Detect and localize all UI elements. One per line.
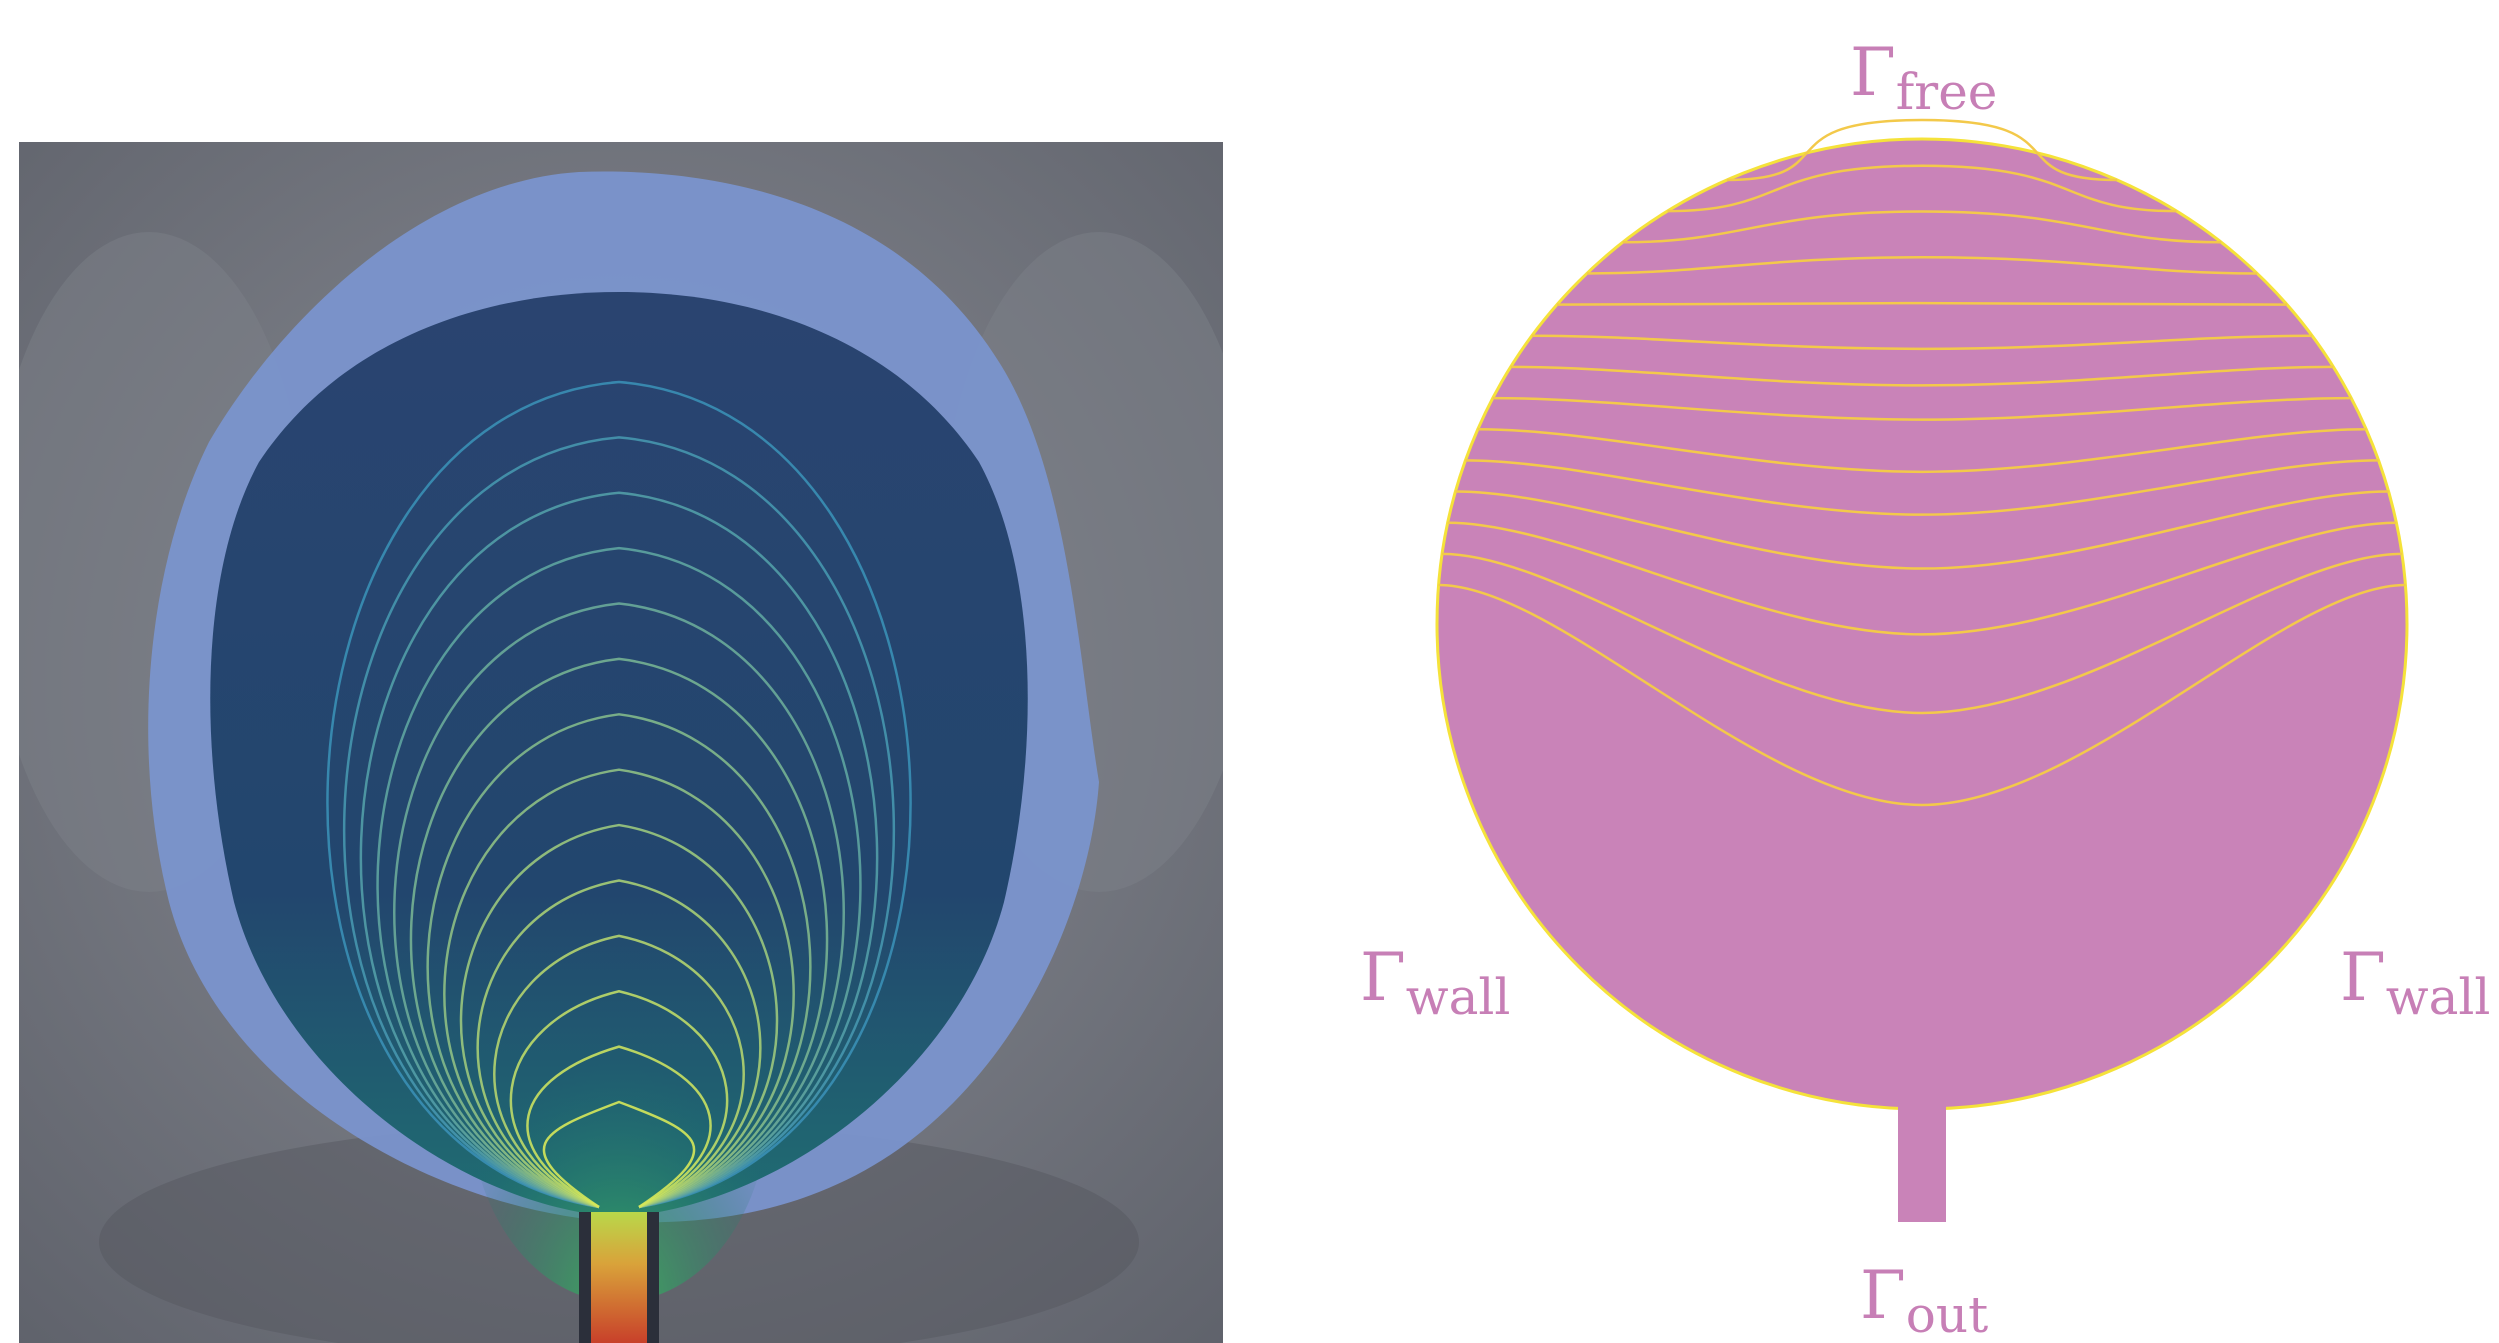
simulation-image (19, 142, 1223, 1343)
contour-line (1465, 459, 2379, 516)
contour-line (1531, 334, 2313, 351)
outlet-stem-edge-right (647, 1212, 659, 1343)
contour-line (409, 657, 829, 1209)
contour-line (426, 713, 812, 1209)
contour-line (1586, 256, 2258, 275)
contour-line (1557, 301, 2287, 306)
contour-line (1455, 490, 2389, 570)
simulation-image-panel (19, 142, 1223, 1343)
contour-lines (1438, 118, 2406, 807)
contour-line (1492, 396, 2352, 421)
contour-line (326, 380, 912, 1209)
label-gamma-free: Γfree (1850, 34, 1997, 121)
contour-line (359, 491, 879, 1209)
contour-line (476, 879, 762, 1209)
domain-diagram: Γfree Γwall Γwall Γout (1360, 34, 2490, 1343)
contour-line (542, 1100, 696, 1209)
contour-line (1442, 552, 2402, 715)
contour-line (509, 989, 729, 1209)
contour-line (393, 602, 845, 1209)
contour-line (1438, 583, 2406, 807)
outlet-stem-edge-left (579, 1212, 591, 1343)
contour-line (443, 768, 795, 1209)
contour-line (1622, 210, 2222, 244)
label-gamma-out: Γout (1860, 1257, 1988, 1343)
contour-lines (326, 380, 912, 1209)
label-gamma-wall-right: Γwall (2340, 939, 2490, 1026)
contour-line (1447, 521, 2397, 636)
outlet-channel (1898, 1096, 1946, 1222)
contour-line (526, 1045, 712, 1209)
contour-line (459, 823, 779, 1209)
contour-line (493, 934, 745, 1209)
domain-diagram-panel: Γfree Γwall Γwall Γout (1300, 0, 2499, 1343)
outlet-stem (591, 1212, 647, 1343)
contour-line (376, 546, 862, 1209)
contour-line (1726, 118, 2118, 182)
label-gamma-wall-left: Γwall (1360, 939, 1510, 1026)
domain-circle (1435, 137, 2409, 1111)
contour-line (1667, 164, 2177, 213)
contour-line (1477, 427, 2367, 474)
contour-line (342, 436, 896, 1209)
contour-line (1510, 365, 2334, 387)
